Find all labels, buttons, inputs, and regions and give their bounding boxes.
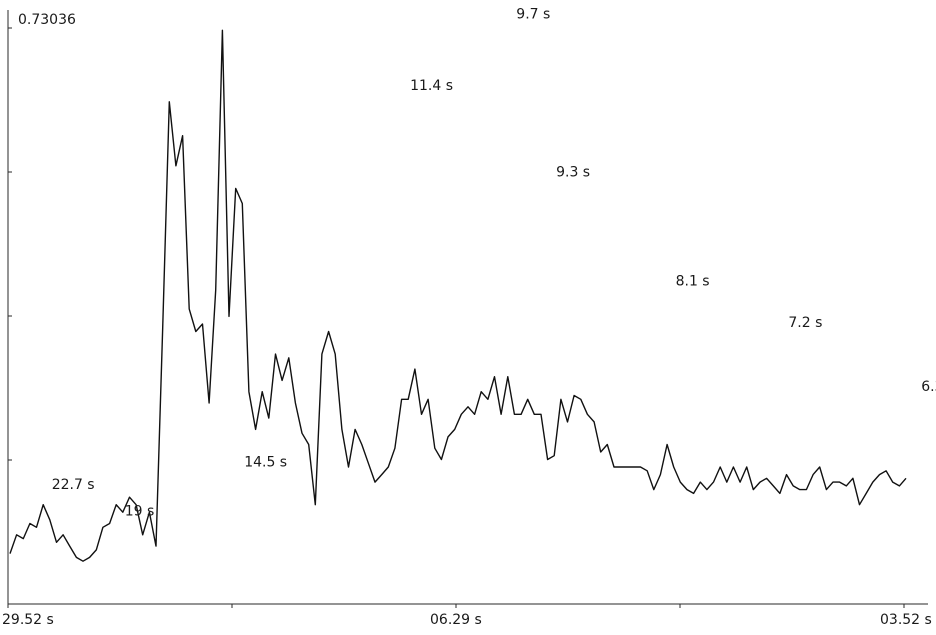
- peak-label: 19 s: [125, 503, 155, 519]
- peak-label: 6.3 s: [921, 379, 936, 395]
- x-tick-label-mid: 06.29 s: [430, 612, 482, 628]
- series-line: [9, 29, 907, 562]
- peak-label: 7.2 s: [788, 315, 822, 331]
- peak-label: 14.5 s: [244, 454, 287, 470]
- y-ticks: [8, 27, 12, 461]
- peak-label: 11.4 s: [410, 78, 453, 94]
- peak-label: 9.7 s: [516, 6, 550, 22]
- x-tick-label-right: 03.52 s: [880, 612, 932, 628]
- annotations: 22.7 s 19 s 14.5 s 11.4 s 9.7 s 9.3 s 8.1 s 7.2…: [52, 6, 936, 519]
- peak-label: 22.7 s: [52, 477, 95, 493]
- peak-label: 8.1 s: [676, 274, 710, 290]
- x-tick-label-left: 29.52 s: [2, 612, 54, 628]
- x-ticks: [7, 604, 905, 608]
- peak-label: 9.3 s: [556, 164, 590, 180]
- y-max-label: 0.73036: [18, 12, 76, 28]
